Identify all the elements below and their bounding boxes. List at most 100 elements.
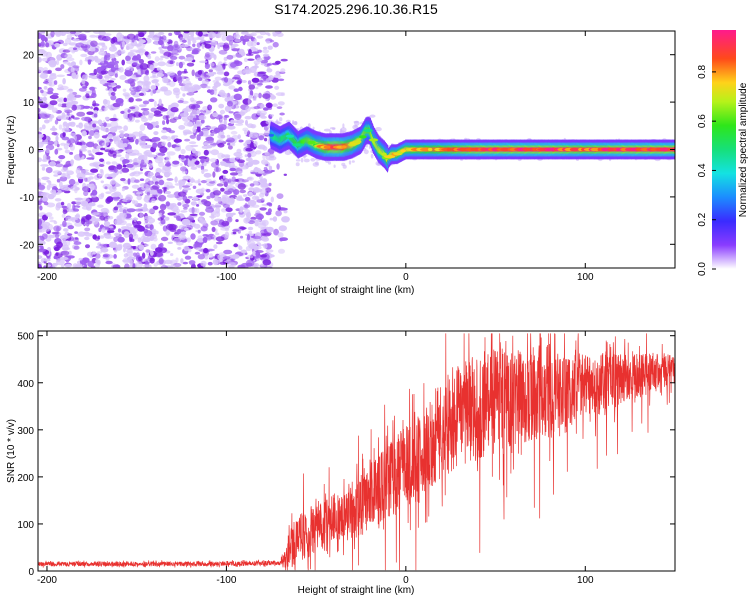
noise-point [117, 236, 125, 243]
noise-point [247, 199, 257, 206]
noise-point [159, 242, 164, 248]
noise-point [218, 49, 228, 55]
noise-point [72, 117, 80, 120]
noise-point [195, 150, 201, 157]
noise-point [113, 236, 119, 242]
noise-point [61, 136, 70, 141]
ridge-halo-point [310, 158, 316, 162]
noise-point [44, 119, 50, 123]
noise-point [178, 224, 188, 230]
noise-point [58, 124, 63, 130]
noise-point [262, 146, 268, 151]
noise-point [110, 78, 116, 81]
noise-point [139, 124, 146, 131]
noise-point [101, 227, 106, 233]
ridge-halo-point [363, 149, 369, 155]
noise-point [55, 67, 62, 72]
noise-point [145, 83, 150, 90]
noise-point [76, 263, 83, 267]
noise-point [259, 207, 267, 211]
colorbar: 0.00.20.40.60.8 Normalized spectral ampl… [697, 30, 749, 276]
noise-point [41, 124, 46, 130]
noise-point [158, 161, 164, 168]
noise-point [161, 141, 167, 146]
ridge-peak [446, 147, 452, 152]
noise-point [144, 230, 153, 237]
noise-point [258, 135, 265, 141]
noise-point [80, 200, 89, 207]
noise-point [38, 133, 44, 139]
noise-point [66, 34, 73, 40]
noise-point [71, 115, 75, 119]
noise-point [236, 170, 243, 174]
noise-point [68, 42, 78, 46]
noise-point [69, 31, 76, 34]
noise-point [150, 51, 157, 54]
noise-point [135, 261, 143, 268]
noise-point [49, 216, 54, 220]
noise-point [126, 223, 133, 227]
noise-point [127, 178, 131, 185]
noise-point [168, 32, 173, 37]
noise-point [213, 166, 222, 173]
noise-point [68, 178, 76, 186]
noise-point [197, 165, 202, 169]
noise-point [215, 202, 221, 209]
noise-point [166, 178, 174, 181]
noise-point [165, 115, 170, 119]
noise-point [132, 162, 139, 166]
noise-point [76, 124, 80, 128]
noise-point [138, 244, 145, 251]
noise-point [248, 230, 253, 234]
noise-point [105, 236, 115, 240]
noise-point [231, 78, 236, 82]
noise-point [90, 196, 100, 203]
noise-point [74, 181, 80, 186]
noise-point [238, 86, 243, 92]
noise-point [114, 137, 119, 141]
noise-point [210, 40, 218, 46]
noise-point [240, 51, 246, 57]
noise-point [222, 169, 229, 174]
noise-point [115, 244, 123, 251]
ridge-halo-point [352, 124, 359, 130]
noise-point [90, 40, 98, 47]
noise-point [45, 42, 50, 48]
noise-point [192, 185, 197, 189]
noise-point [236, 148, 242, 154]
noise-point [256, 199, 265, 203]
noise-point [118, 130, 125, 134]
noise-point [104, 186, 108, 190]
noise-point [93, 131, 100, 139]
noise-point [217, 139, 224, 143]
noise-point [69, 98, 74, 101]
noise-point [133, 252, 137, 257]
noise-point [155, 252, 164, 257]
noise-point [174, 146, 181, 152]
noise-point [195, 247, 202, 251]
noise-point [82, 86, 88, 89]
noise-point [156, 73, 165, 77]
ridge-halo-point [284, 150, 292, 156]
noise-point [189, 134, 196, 139]
noise-point [80, 53, 88, 58]
noise-point [159, 57, 164, 61]
noise-point [182, 203, 190, 208]
noise-point [265, 102, 273, 109]
noise-point [81, 144, 87, 150]
noise-point [170, 253, 174, 257]
noise-point [140, 159, 145, 165]
noise-point [230, 258, 234, 261]
noise-point [151, 79, 159, 84]
noise-point [192, 43, 196, 48]
noise-point [186, 82, 193, 86]
noise-point [62, 131, 66, 138]
noise-point [188, 103, 196, 110]
noise-point [89, 183, 95, 190]
noise-point [219, 161, 227, 165]
noise-point [209, 89, 215, 95]
noise-point [85, 244, 90, 249]
noise-point [147, 217, 156, 224]
noise-point [216, 183, 224, 187]
noise-point [54, 233, 60, 239]
